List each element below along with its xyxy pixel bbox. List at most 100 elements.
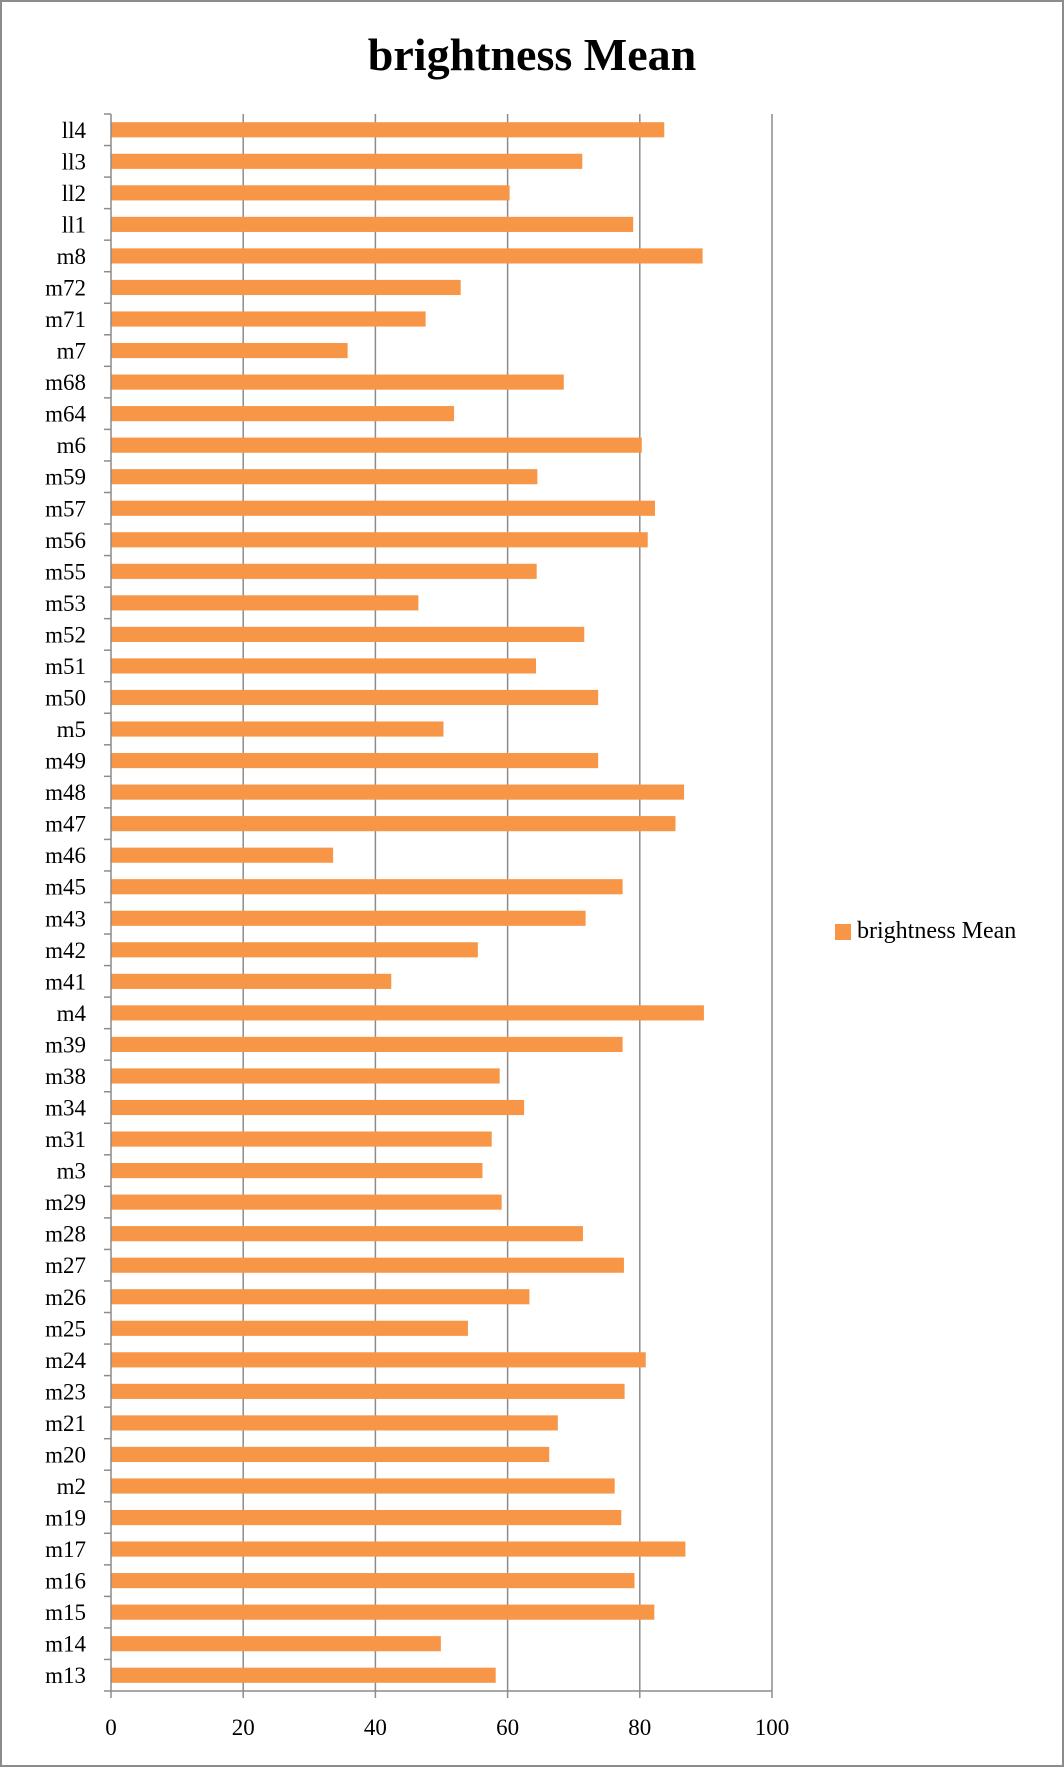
- y-tick-label: m20: [45, 1442, 86, 1467]
- legend-label: brightness Mean: [857, 918, 1017, 944]
- bar: [111, 122, 665, 138]
- y-tick-label: m4: [57, 1001, 87, 1026]
- y-tick-label: m23: [45, 1379, 86, 1404]
- y-tick-label: m64: [45, 402, 86, 427]
- x-tick-label: 80: [628, 1715, 651, 1740]
- bar: [111, 595, 419, 611]
- x-tick-label: 20: [232, 1715, 255, 1740]
- bar: [111, 153, 583, 169]
- bar: [111, 469, 538, 485]
- bar: [111, 1320, 468, 1336]
- bar: [111, 1352, 646, 1368]
- bar: [111, 1257, 624, 1273]
- y-tick-label: m27: [45, 1253, 86, 1278]
- bar: [111, 279, 461, 296]
- bar: [111, 1005, 704, 1021]
- x-tick-label: 40: [364, 1715, 387, 1740]
- y-tick-label: m46: [45, 843, 86, 868]
- legend: brightness Mean: [835, 918, 1016, 945]
- y-tick-label: m72: [45, 275, 86, 300]
- y-tick-label: m31: [45, 1127, 86, 1152]
- y-tick-label: m15: [45, 1600, 86, 1625]
- y-tick-label: m48: [45, 780, 86, 805]
- y-tick-label: m52: [45, 622, 86, 647]
- bar: [111, 816, 676, 832]
- bar: [111, 311, 426, 327]
- y-tick-label: m57: [45, 496, 86, 521]
- y-tick-label: m38: [45, 1064, 86, 1089]
- bar: [111, 1194, 502, 1210]
- bar: [111, 658, 537, 674]
- bar: [111, 342, 348, 359]
- bar: [111, 1446, 550, 1463]
- y-tick-label: m28: [45, 1222, 86, 1247]
- bar: [111, 563, 537, 579]
- bar: [111, 1667, 496, 1683]
- y-tick-label: m56: [45, 528, 86, 553]
- y-tick-label: m17: [45, 1537, 86, 1562]
- y-tick-label: ll4: [62, 118, 87, 143]
- y-tick-label: m45: [45, 875, 86, 900]
- y-tick-label: m34: [45, 1096, 86, 1121]
- bar: [111, 1415, 558, 1431]
- bar: [111, 879, 623, 895]
- y-tick-label: m3: [57, 1159, 86, 1184]
- y-tick-label: m26: [45, 1285, 86, 1310]
- bar: [111, 216, 634, 232]
- bar: [111, 1604, 655, 1620]
- bar: [111, 753, 599, 769]
- y-tick-label: m41: [45, 969, 86, 994]
- bar: [111, 689, 599, 706]
- bar: [111, 374, 564, 390]
- bar: [111, 1289, 530, 1305]
- y-tick-label: m51: [45, 654, 86, 679]
- bar: [111, 784, 685, 800]
- y-tick-label: m47: [45, 812, 86, 837]
- bar: [111, 910, 586, 926]
- y-tick-label: m43: [45, 906, 86, 931]
- bar: [111, 1478, 615, 1494]
- y-tick-label: ll3: [62, 149, 86, 174]
- y-tick-label: m7: [57, 339, 86, 364]
- bar: [111, 847, 334, 863]
- bar: [111, 942, 478, 958]
- y-tick-label: m14: [45, 1632, 86, 1657]
- bar: [111, 500, 656, 516]
- bar: [111, 1226, 583, 1242]
- bar: [111, 1383, 625, 1399]
- bar: [111, 437, 642, 453]
- bar: [111, 532, 648, 548]
- bar: [111, 1541, 686, 1557]
- y-tick-label: m39: [45, 1032, 86, 1057]
- y-tick-label: m53: [45, 591, 86, 616]
- y-tick-label: m16: [45, 1569, 86, 1594]
- y-tick-label: m6: [57, 433, 86, 458]
- bar: [111, 1509, 622, 1526]
- bar: [111, 1163, 483, 1179]
- bar: [111, 626, 585, 642]
- y-tick-label: m50: [45, 685, 86, 710]
- y-tick-label: m29: [45, 1190, 86, 1215]
- bar: [111, 1099, 525, 1116]
- y-tick-label: m49: [45, 749, 86, 774]
- y-tick-label: m59: [45, 465, 86, 490]
- y-tick-label: m13: [45, 1663, 86, 1688]
- bar: [111, 406, 455, 422]
- bar: [111, 248, 703, 264]
- x-tick-label: 100: [755, 1715, 790, 1740]
- y-tick-label: ll2: [62, 181, 86, 206]
- y-tick-label: m71: [45, 307, 86, 332]
- bar: [111, 1068, 500, 1084]
- y-tick-label: m5: [57, 717, 86, 742]
- y-tick-label: ll1: [62, 212, 86, 237]
- bar: [111, 721, 444, 737]
- y-tick-label: m25: [45, 1316, 86, 1341]
- bar: [111, 1573, 635, 1589]
- bar: [111, 1636, 441, 1652]
- y-tick-label: m8: [57, 244, 86, 269]
- y-tick-label: m42: [45, 938, 86, 963]
- legend-swatch: [835, 923, 851, 940]
- chart-title: brightness Mean: [367, 29, 697, 80]
